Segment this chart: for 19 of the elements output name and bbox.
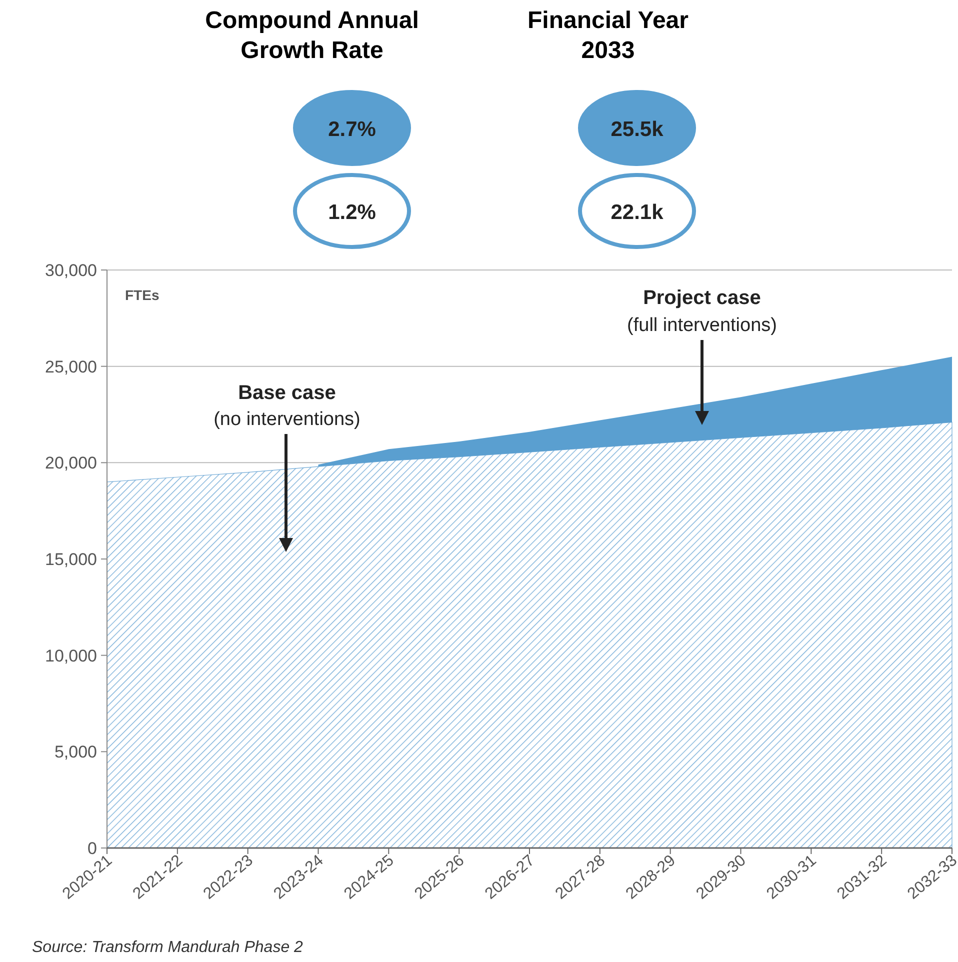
y-tick-label: 30,000	[45, 261, 97, 280]
text: 25.5k	[610, 118, 664, 141]
text: Financial Year 2033	[528, 7, 688, 64]
y-axis-title: FTEs	[125, 287, 160, 303]
text: 2.7%	[328, 118, 376, 141]
text: Compound Annual Growth Rate	[205, 7, 419, 64]
annotation: (no interventions)	[214, 409, 360, 430]
text: 1.2%	[328, 201, 376, 224]
y-tick-label: 10,000	[45, 646, 97, 666]
annotation: Base case	[238, 382, 336, 404]
y-tick-label: 15,000	[45, 550, 97, 569]
y-tick-label: 25,000	[45, 357, 97, 376]
y-tick-label: 0	[88, 839, 97, 858]
annotation: Project case	[643, 287, 761, 309]
text: 22.1k	[610, 201, 664, 224]
source-note: Source: Transform Mandurah Phase 2	[32, 939, 304, 956]
annotation: (full interventions)	[627, 315, 777, 336]
y-tick-label: 20,000	[45, 454, 97, 473]
y-tick-label: 5,000	[54, 742, 97, 762]
